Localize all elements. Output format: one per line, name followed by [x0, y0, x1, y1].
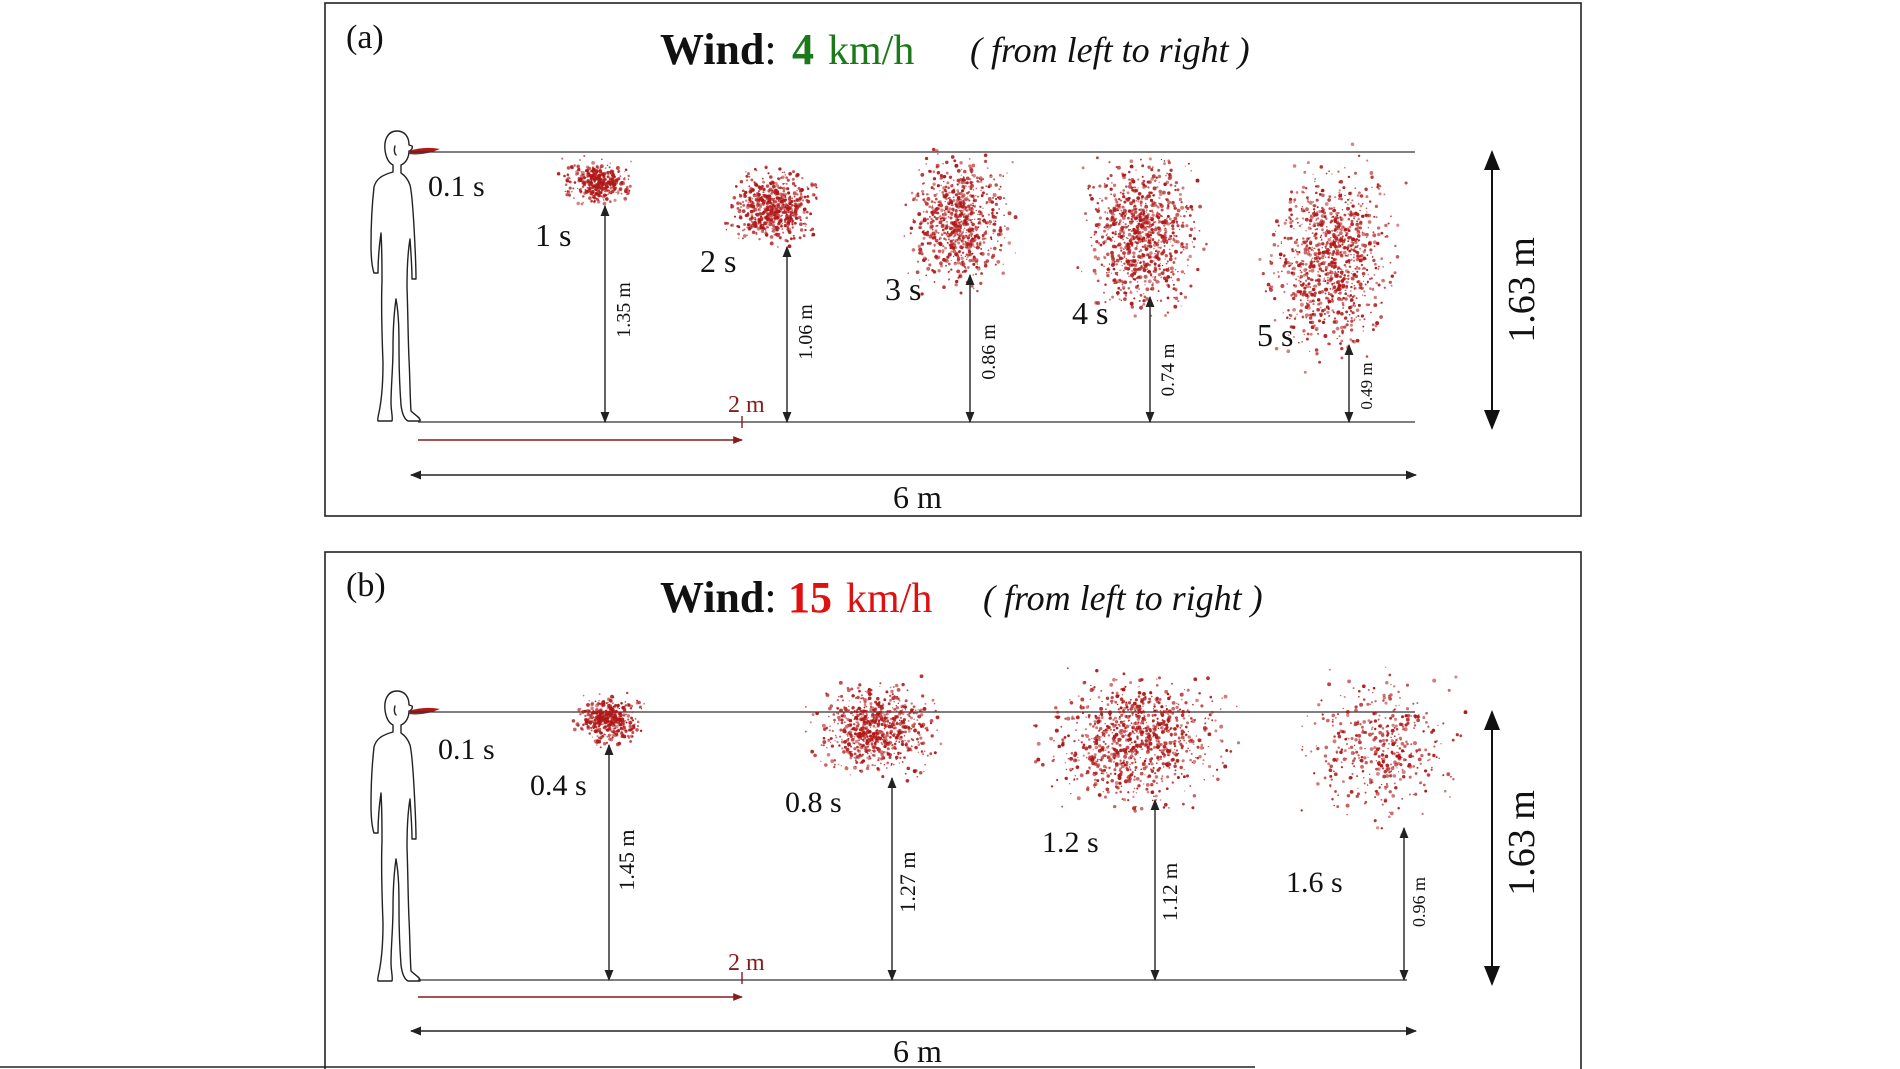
droplet-cloud [1076, 151, 1208, 318]
droplet-cloud [1300, 666, 1468, 836]
panel-b-cloud-2: 0.8 s 1.27 m [785, 674, 943, 982]
droplet-cloud [1033, 667, 1241, 813]
panel-b-cloud-2-height: 1.27 m [895, 851, 920, 912]
panel-a-wind-colon: : [764, 25, 776, 74]
panel-a-cloud-3-height: 0.86 m [978, 324, 1000, 380]
panel-a-height-label: 1.63 m [1501, 237, 1543, 343]
panel-b-label: (b) [346, 567, 386, 604]
panel-a-2m-label: 2 m [728, 392, 765, 418]
panel-a-emission-spray [409, 147, 440, 155]
panel-b-emit-time: 0.1 s [438, 733, 495, 766]
panel-a-cloud-5-height: 0.49 m [1357, 362, 1376, 409]
panel-a-cloud-3: 3 s 0.86 m [885, 147, 1018, 424]
droplet-cloud [903, 147, 1018, 296]
panel-b-cloud-3-time: 1.2 s [1042, 826, 1099, 859]
svg-text:Wind:: Wind: [660, 573, 777, 622]
panel-a-direction: ( from left to right ) [970, 30, 1250, 70]
panel-a: (a) Wind: 4 km/h ( from left to right ) … [346, 19, 1543, 515]
droplet-cloud [804, 674, 943, 783]
panel-b-cloud-1-height: 1.45 m [614, 829, 639, 890]
droplet-cloud [571, 691, 645, 749]
panel-b-direction: ( from left to right ) [983, 578, 1263, 618]
panel-b-cloud-3: 1.2 s 1.12 m [1033, 667, 1241, 982]
panel-a-wind-word: Wind [660, 25, 764, 74]
panel-b-cloud-4-time: 1.6 s [1286, 866, 1343, 899]
panel-a-cloud-4-time: 4 s [1072, 295, 1108, 331]
panel-a-label: (a) [346, 19, 384, 56]
panel-b: (b) Wind: 15 km/h ( from left to right )… [346, 567, 1543, 1069]
panel-a-person-icon [370, 130, 421, 422]
svg-text:15: 15 [788, 573, 832, 622]
panel-b-cloud-1-time: 0.4 s [530, 769, 587, 802]
svg-text:Wind:: Wind: [660, 25, 777, 74]
panel-a-cloud-4: 4 s 0.74 m [1072, 151, 1208, 424]
panel-a-emit-time: 0.1 s [428, 170, 485, 203]
panel-b-frame [324, 551, 1582, 1069]
panel-a-wind-unit: km/h [828, 28, 914, 74]
panel-b-wind-colon: : [764, 573, 776, 622]
svg-text:4: 4 [792, 25, 814, 74]
panel-a-cloud-1-time: 1 s [535, 217, 571, 253]
panel-b-cloud-3-height: 1.12 m [1158, 863, 1182, 921]
panel-b-cloud-1: 0.4 s 1.45 m [530, 691, 645, 982]
panel-a-frame [324, 2, 1582, 517]
panel-a-cloud-3-time: 3 s [885, 271, 921, 307]
panel-b-emission-spray [409, 707, 440, 715]
panel-a-cloud-5-time: 5 s [1257, 317, 1293, 353]
panel-b-cloud-4-height: 0.96 m [1409, 877, 1429, 927]
panel-a-cloud-2-height: 1.06 m [795, 304, 817, 360]
panel-b-6m-label: 6 m [893, 1033, 942, 1069]
panel-b-person-icon [370, 690, 421, 982]
panel-a-cloud-5: 5 s 0.49 m [1257, 142, 1408, 424]
droplet-cloud [556, 154, 632, 206]
panel-a-cloud-2-time: 2 s [700, 243, 736, 279]
panel-a-6m-label: 6 m [893, 479, 942, 515]
panel-a-cloud-2: 2 s 1.06 m [700, 165, 818, 424]
panel-a-cloud-1-height: 1.35 m [613, 282, 635, 338]
droplet-cloud [1258, 142, 1408, 374]
droplet-cloud [723, 165, 818, 249]
panel-b-wind-speed: 15 [788, 573, 832, 622]
panel-b-2m-label: 2 m [728, 950, 765, 976]
panel-b-cloud-2-time: 0.8 s [785, 786, 842, 819]
panel-b-wind-word: Wind [660, 573, 764, 622]
panel-a-cloud-1: 1 s 1.35 m [535, 154, 635, 424]
panel-b-height-label: 1.63 m [1501, 790, 1543, 896]
panel-a-cloud-4-height: 0.74 m [1158, 343, 1179, 396]
panel-a-wind-speed: 4 [792, 25, 814, 74]
panel-b-cloud-4: 1.6 s 0.96 m [1286, 666, 1468, 982]
panel-b-wind-unit: km/h [846, 576, 932, 622]
